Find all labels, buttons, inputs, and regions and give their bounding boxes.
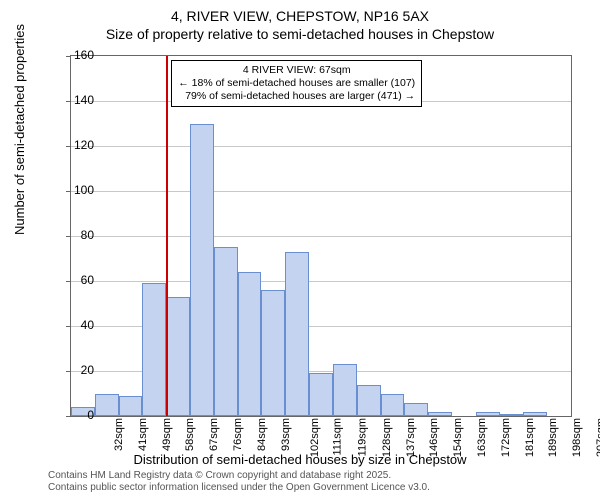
title-block: 4, RIVER VIEW, CHEPSTOW, NP16 5AX Size o…	[0, 0, 600, 42]
ytick-mark	[66, 146, 71, 147]
histogram-bar	[500, 414, 524, 416]
ytick-mark	[66, 371, 71, 372]
ytick-mark	[66, 236, 71, 237]
histogram-bar	[214, 247, 238, 416]
xtick-label: 111sqm	[332, 418, 344, 456]
histogram-bar	[357, 385, 381, 417]
gridline	[71, 146, 571, 147]
histogram-bar	[333, 364, 357, 416]
histogram-bar	[119, 396, 143, 416]
xtick-label: 76sqm	[232, 418, 244, 451]
xtick-label: 119sqm	[356, 418, 368, 456]
ytick-label: 20	[81, 363, 94, 377]
xtick-label: 32sqm	[113, 418, 125, 451]
ytick-label: 80	[81, 228, 94, 242]
ytick-mark	[66, 101, 71, 102]
gridline	[71, 191, 571, 192]
annotation-callout: 4 RIVER VIEW: 67sqm← 18% of semi-detache…	[171, 60, 422, 107]
ytick-mark	[66, 416, 71, 417]
annotation-larger: 79% of semi-detached houses are larger (…	[178, 90, 415, 103]
histogram-bar	[523, 412, 547, 417]
histogram-bar	[428, 412, 452, 417]
histogram-bar	[142, 283, 166, 416]
y-axis-label: Number of semi-detached properties	[12, 24, 27, 235]
xtick-label: 58sqm	[184, 418, 196, 451]
xtick-label: 67sqm	[208, 418, 220, 451]
plot-area: 32sqm41sqm49sqm58sqm67sqm76sqm84sqm93sqm…	[70, 55, 572, 417]
x-axis-label: Distribution of semi-detached houses by …	[0, 452, 600, 467]
xtick-label: 41sqm	[137, 418, 149, 451]
histogram-bar	[404, 403, 428, 417]
annotation-title: 4 RIVER VIEW: 67sqm	[178, 64, 415, 77]
reference-marker-line	[166, 56, 168, 416]
annotation-smaller: ← 18% of semi-detached houses are smalle…	[178, 77, 415, 90]
ytick-label: 40	[81, 318, 94, 332]
ytick-mark	[66, 281, 71, 282]
footer-line1: Contains HM Land Registry data © Crown c…	[48, 470, 430, 482]
gridline	[71, 236, 571, 237]
histogram-bar	[166, 297, 190, 416]
xtick-label: 84sqm	[256, 418, 268, 451]
histogram-bar	[476, 412, 500, 417]
title-address: 4, RIVER VIEW, CHEPSTOW, NP16 5AX	[0, 8, 600, 24]
ytick-label: 160	[74, 48, 94, 62]
gridline	[71, 281, 571, 282]
histogram-bar	[95, 394, 119, 417]
footer-line2: Contains public sector information licen…	[48, 482, 430, 494]
ytick-mark	[66, 326, 71, 327]
ytick-label: 140	[74, 93, 94, 107]
histogram-bar	[309, 373, 333, 416]
ytick-mark	[66, 191, 71, 192]
xtick-label: 49sqm	[161, 418, 173, 451]
ytick-label: 100	[74, 183, 94, 197]
footer-attribution: Contains HM Land Registry data © Crown c…	[48, 470, 430, 494]
ytick-label: 60	[81, 273, 94, 287]
histogram-bar	[381, 394, 405, 417]
histogram-bar	[261, 290, 285, 416]
histogram-bar	[285, 252, 309, 416]
histogram-bar	[190, 124, 214, 417]
title-subtitle: Size of property relative to semi-detach…	[0, 26, 600, 42]
chart-container: 4, RIVER VIEW, CHEPSTOW, NP16 5AX Size o…	[0, 0, 600, 500]
xtick-label: 93sqm	[280, 418, 292, 451]
histogram-bar	[238, 272, 262, 416]
ytick-label: 0	[87, 408, 94, 422]
ytick-label: 120	[74, 138, 94, 152]
ytick-mark	[66, 56, 71, 57]
